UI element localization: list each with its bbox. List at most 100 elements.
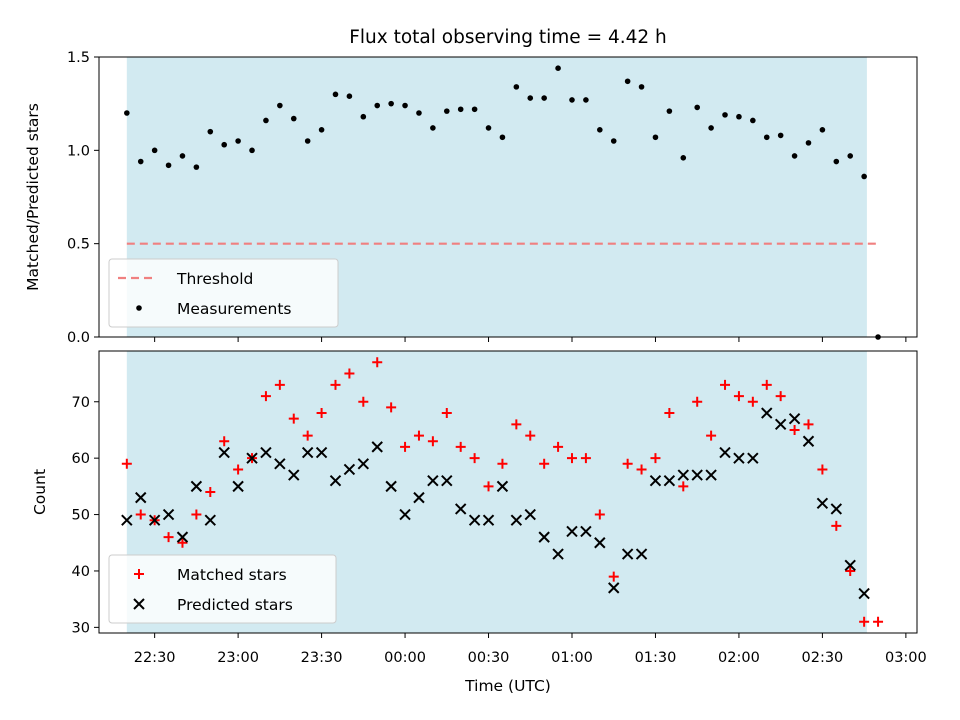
- y-tick-label: 40: [72, 564, 90, 580]
- measurement-point: [499, 134, 506, 141]
- matched-star-point: [733, 391, 744, 402]
- x-axis-label: Time (UTC): [464, 677, 551, 695]
- matched-star-point: [191, 509, 202, 520]
- matched-star-point: [775, 391, 786, 402]
- matched-star-point: [817, 464, 828, 475]
- predicted-star-point: [162, 508, 175, 521]
- measurement-point: [597, 127, 603, 133]
- measurement-point: [402, 102, 408, 109]
- axes-frame: [98, 350, 918, 634]
- matched-star-point: [316, 408, 327, 419]
- y-axis-label: Matched/Predicted stars: [24, 103, 42, 291]
- measurement-point: [221, 141, 228, 148]
- bottom-panel-counts: 30 40 50 60 70 22:30 23:00 23:30 00:00 00:30 01:00…: [31, 350, 927, 666]
- matched-star-point: [664, 408, 675, 419]
- predicted-star-point: [385, 480, 397, 493]
- x-tick-label: 23:00: [217, 650, 259, 666]
- matched-star-point: [400, 441, 411, 452]
- measurement-point: [638, 84, 645, 90]
- predicted-star-point: [858, 587, 870, 600]
- predicted-star-point: [413, 491, 425, 504]
- matched-star-point: [455, 441, 466, 452]
- matched-star-point: [260, 391, 271, 402]
- measurement-point: [207, 128, 214, 135]
- measurement-point: [513, 84, 520, 90]
- y-tick-label: 60: [72, 451, 90, 467]
- predicted-star-point: [148, 514, 161, 526]
- matched-star-point: [274, 379, 285, 390]
- predicted-star-point: [608, 582, 620, 594]
- measurement-point: [652, 134, 659, 141]
- y-axis-label: Count: [31, 469, 49, 515]
- predicted-star-point: [649, 475, 662, 487]
- measurement-point: [485, 125, 492, 131]
- legend-matched-swatch: [134, 569, 144, 579]
- predicted-star-point: [399, 508, 411, 521]
- measurement-point: [471, 106, 478, 113]
- predicted-star-point: [566, 525, 578, 538]
- measurement-point: [360, 113, 367, 120]
- matched-star-point: [288, 413, 299, 424]
- predicted-star-point: [524, 508, 536, 521]
- matched-star-point: [650, 453, 661, 464]
- measurement-point: [290, 115, 297, 122]
- legend-entry-label: Matched stars: [177, 566, 287, 584]
- measurement-point: [847, 153, 854, 159]
- matched-star-point: [163, 532, 174, 543]
- matched-star-point: [344, 368, 355, 379]
- matched-star-point: [594, 509, 605, 520]
- measurement-point: [124, 110, 130, 116]
- x-tick-label: 00:30: [468, 650, 510, 666]
- x-tick-label: 02:00: [718, 650, 760, 666]
- measurement-point: [457, 106, 464, 113]
- matched-star-point: [205, 487, 216, 497]
- measurement-point: [819, 127, 826, 133]
- predicted-star-point: [496, 480, 509, 493]
- matched-star-point: [803, 419, 814, 430]
- predicted-star-point: [176, 531, 189, 543]
- matched-star-point: [483, 481, 494, 492]
- predicted-star-point: [830, 503, 843, 515]
- predicted-star-point: [761, 407, 773, 419]
- predicted-star-point: [427, 475, 439, 487]
- predicted-star-point: [788, 412, 801, 425]
- matched-star-point: [441, 408, 452, 419]
- measurement-point: [527, 95, 534, 101]
- matched-star-point: [678, 481, 689, 492]
- measurement-point: [430, 125, 436, 131]
- measurement-point: [555, 65, 561, 71]
- predicted-star-point: [594, 537, 606, 549]
- matched-star-point: [566, 453, 577, 464]
- predicted-star-point: [468, 514, 481, 526]
- measurement-point: [165, 162, 172, 169]
- y-tick-label: 30: [72, 620, 90, 636]
- measurement-point: [304, 138, 311, 144]
- matched-star-point: [302, 430, 313, 441]
- measurement-point: [708, 125, 714, 131]
- measurement-point: [318, 127, 325, 133]
- predicted-star-point: [663, 475, 676, 487]
- matched-star-point: [177, 537, 188, 548]
- measurement-point: [249, 147, 255, 154]
- predicted-star-point: [190, 480, 203, 493]
- x-tick-label: 23:30: [301, 650, 343, 666]
- x-tick-label: 01:30: [635, 650, 677, 666]
- matched-star-point: [636, 464, 647, 475]
- axes-frame: [98, 56, 918, 338]
- matched-star-point: [553, 441, 564, 452]
- predicted-star-point: [747, 452, 759, 464]
- predicted-star-point: [844, 559, 856, 572]
- measurement-point: [388, 100, 394, 107]
- y-tick-label: 50: [72, 508, 90, 524]
- measurement-point: [777, 132, 784, 139]
- measurement-point: [722, 112, 728, 118]
- measurement-point: [374, 102, 381, 109]
- matched-star-point: [789, 424, 800, 435]
- predicted-star-point: [733, 452, 745, 464]
- legend-entry-label: Threshold: [176, 270, 253, 288]
- matched-star-point: [720, 379, 731, 390]
- measurement-point: [805, 140, 812, 146]
- measurement-point: [137, 158, 144, 165]
- measurement-point: [694, 104, 700, 111]
- measurement-point: [875, 334, 881, 340]
